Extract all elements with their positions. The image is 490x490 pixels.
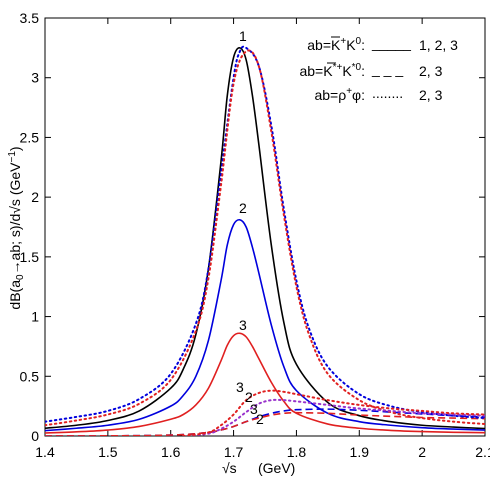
plot-frame	[44, 17, 486, 437]
curve-label-peak1: 1	[239, 28, 247, 44]
svg-text:dB(a0→ab; s)/d√s (GeV−1): dB(a0→ab; s)/d√s (GeV−1)	[7, 146, 26, 309]
legend-line-style: ........	[372, 85, 403, 101]
x-tick-label: 1.5	[98, 444, 118, 460]
legend-label: ab=K*+K*0:	[299, 62, 365, 79]
curve-label-low-b: 2	[245, 389, 253, 405]
legend: ab=K+K0: _____ 1, 2, 3 ab=K*+K*0: _ _ _ 2, 3 a…	[299, 35, 458, 103]
y-tick-label: 2.5	[20, 129, 40, 145]
legend-values: 2, 3	[419, 87, 443, 103]
y-tick-label: 0.5	[20, 368, 40, 384]
curve-label-low-c: 3	[250, 401, 258, 417]
legend-values: 2, 3	[419, 63, 443, 79]
x-tick-label: 1.4	[35, 444, 55, 460]
series-rhophi_low_3	[182, 389, 485, 436]
series-KK_1	[45, 47, 485, 430]
y-tick-label: 2	[31, 189, 39, 205]
y-tick-label: 1.5	[20, 249, 40, 265]
legend-line-style: _ _ _	[371, 61, 403, 77]
x-tick-label: 2	[418, 444, 426, 460]
x-tick-label: 1.7	[224, 444, 244, 460]
series-rhophi_low_2	[182, 398, 485, 436]
curve-label-low-d: 2	[256, 411, 264, 427]
curve-label-peak2: 2	[239, 200, 247, 216]
x-tick-label: 2.1	[475, 444, 490, 460]
legend-line-style: _____	[371, 35, 411, 51]
x-tick-label: 1.6	[161, 444, 181, 460]
x-tick-label: 1.8	[287, 444, 307, 460]
svg-text:√s: √s	[222, 460, 237, 476]
legend-values: 1, 2, 3	[419, 37, 458, 53]
series-KK_2	[45, 218, 485, 432]
series-rhophi_KK_2	[45, 45, 485, 423]
curves	[45, 45, 485, 436]
y-tick-label: 3	[31, 70, 39, 86]
y-axis-title: dB(a0→ab; s)/d√s (GeV−1)	[7, 146, 26, 309]
legend-label: ab=ρ+φ:	[314, 86, 365, 103]
y-tick-label: 3.5	[20, 10, 40, 26]
series-KstarKstar_3	[45, 411, 485, 436]
series-KK_3	[45, 332, 485, 434]
y-tick-label: 1	[31, 309, 39, 325]
series-KstarKstar_2	[45, 408, 485, 436]
y-tick-label: 0	[31, 428, 39, 444]
x-tick-label: 1.9	[350, 444, 370, 460]
series-rhophi_KK_3	[45, 49, 485, 427]
curve-label-low-a: 3	[236, 379, 244, 395]
svg-text:(GeV): (GeV)	[258, 460, 295, 476]
x-axis-title: √s (GeV)	[222, 460, 295, 476]
legend-label: ab=K+K0:	[307, 36, 365, 53]
curve-label-peak3: 3	[239, 317, 247, 333]
